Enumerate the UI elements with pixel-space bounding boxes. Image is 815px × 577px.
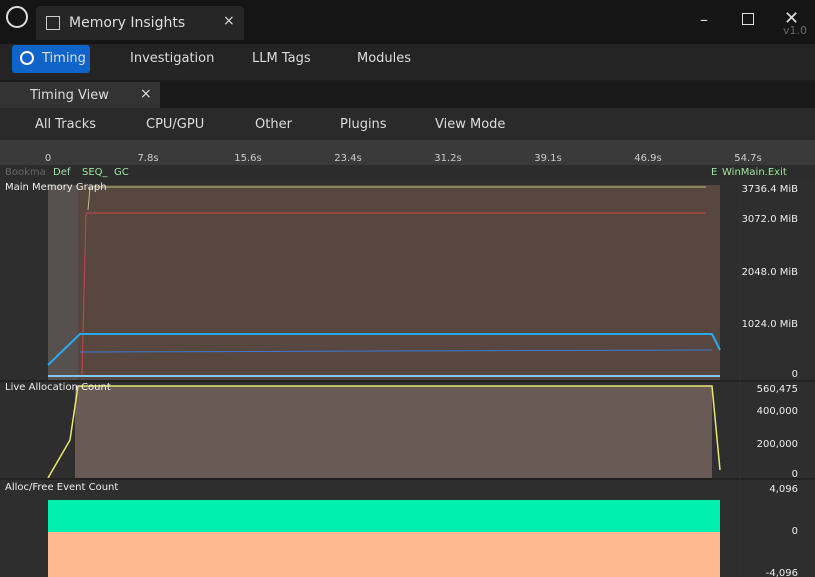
scale-label: 3736.4 MiB (742, 184, 799, 195)
tab-icon (46, 16, 60, 30)
alloc-events (48, 500, 720, 532)
toolbar-button[interactable]: Plugins (340, 117, 387, 132)
window-title: Memory Insights (69, 15, 186, 31)
ruler-label: 7.8s (137, 153, 158, 164)
ruler-label: 54.7s (734, 153, 761, 164)
timeline: 0 7.8s 15.6s 23.4s 31.2s 39.1s 46.9s 54.7s Bookm… (0, 140, 815, 577)
toolbar-button[interactable]: All Tracks (35, 117, 97, 132)
scale-label: 200,000 (757, 439, 798, 450)
scale-label: 560,475 (757, 384, 798, 395)
marker-label: Def (53, 167, 71, 178)
close-tab[interactable]: × (223, 13, 235, 29)
panel-title: Timing View (30, 88, 109, 103)
toolbar-button[interactable]: View Mode (435, 117, 506, 132)
ruler-label: 46.9s (634, 153, 661, 164)
scale-label: 400,000 (757, 406, 798, 417)
memory-line (81, 212, 706, 376)
ruler-label: 23.4s (334, 153, 361, 164)
track-name: Alloc/Free Event Count (5, 482, 118, 493)
toolbar-button[interactable]: Other (255, 117, 292, 132)
scale-label: -4,096 (766, 568, 798, 577)
alloc-area (75, 386, 712, 478)
toolbar-button[interactable]: CPU/GPU (146, 117, 205, 132)
scale-label: 2048.0 MiB (742, 267, 799, 278)
memory-line (79, 349, 713, 353)
document-tab[interactable] (36, 6, 244, 40)
version: v1.0 (783, 24, 808, 37)
track-name: Live Allocation Count (5, 382, 111, 393)
close-window[interactable]: ✕ (784, 8, 800, 29)
separator (0, 478, 815, 480)
free-events (48, 532, 720, 577)
memory-line (87, 186, 706, 211)
scale-label: 4,096 (769, 484, 798, 495)
ruler-label: 15.6s (234, 153, 261, 164)
separator (0, 380, 815, 382)
tab[interactable]: Investigation (130, 51, 215, 66)
scale-label: 3072.0 MiB (742, 214, 799, 225)
marker-label: E (711, 167, 717, 178)
startup-region (48, 185, 78, 380)
tab[interactable]: Modules (357, 51, 412, 66)
memory-area (48, 185, 720, 380)
track-name: Main Memory Graph (5, 182, 107, 193)
tab[interactable]: Timing (42, 51, 86, 66)
ruler-label: 31.2s (434, 153, 461, 164)
memory-line (47, 333, 721, 366)
ruler-label: 0 (45, 153, 51, 164)
marker-row (0, 165, 815, 180)
scale-label: 0 (792, 469, 798, 480)
marker-label: WinMain.Exit (722, 167, 787, 178)
tab-bar (0, 44, 815, 80)
marker-label: Bookma (5, 167, 46, 178)
tab[interactable]: LLM Tags (252, 51, 311, 66)
alloc-line (47, 385, 721, 479)
marker-label: SEQ_ (82, 167, 109, 178)
scale-label: 1024.0 MiB (742, 319, 799, 330)
maximize[interactable] (742, 13, 754, 25)
marker-label: GC (114, 167, 129, 178)
scale-label: 0 (792, 369, 798, 380)
toolbar (0, 108, 815, 140)
panel-tab[interactable] (0, 82, 160, 108)
ruler (0, 140, 815, 165)
scale-label: 0 (792, 526, 798, 537)
app-icon (6, 6, 28, 28)
minimize[interactable]: – (700, 10, 708, 29)
tab-icon (20, 51, 34, 65)
ruler-label: 39.1s (534, 153, 561, 164)
panel-close[interactable]: × (140, 86, 152, 102)
